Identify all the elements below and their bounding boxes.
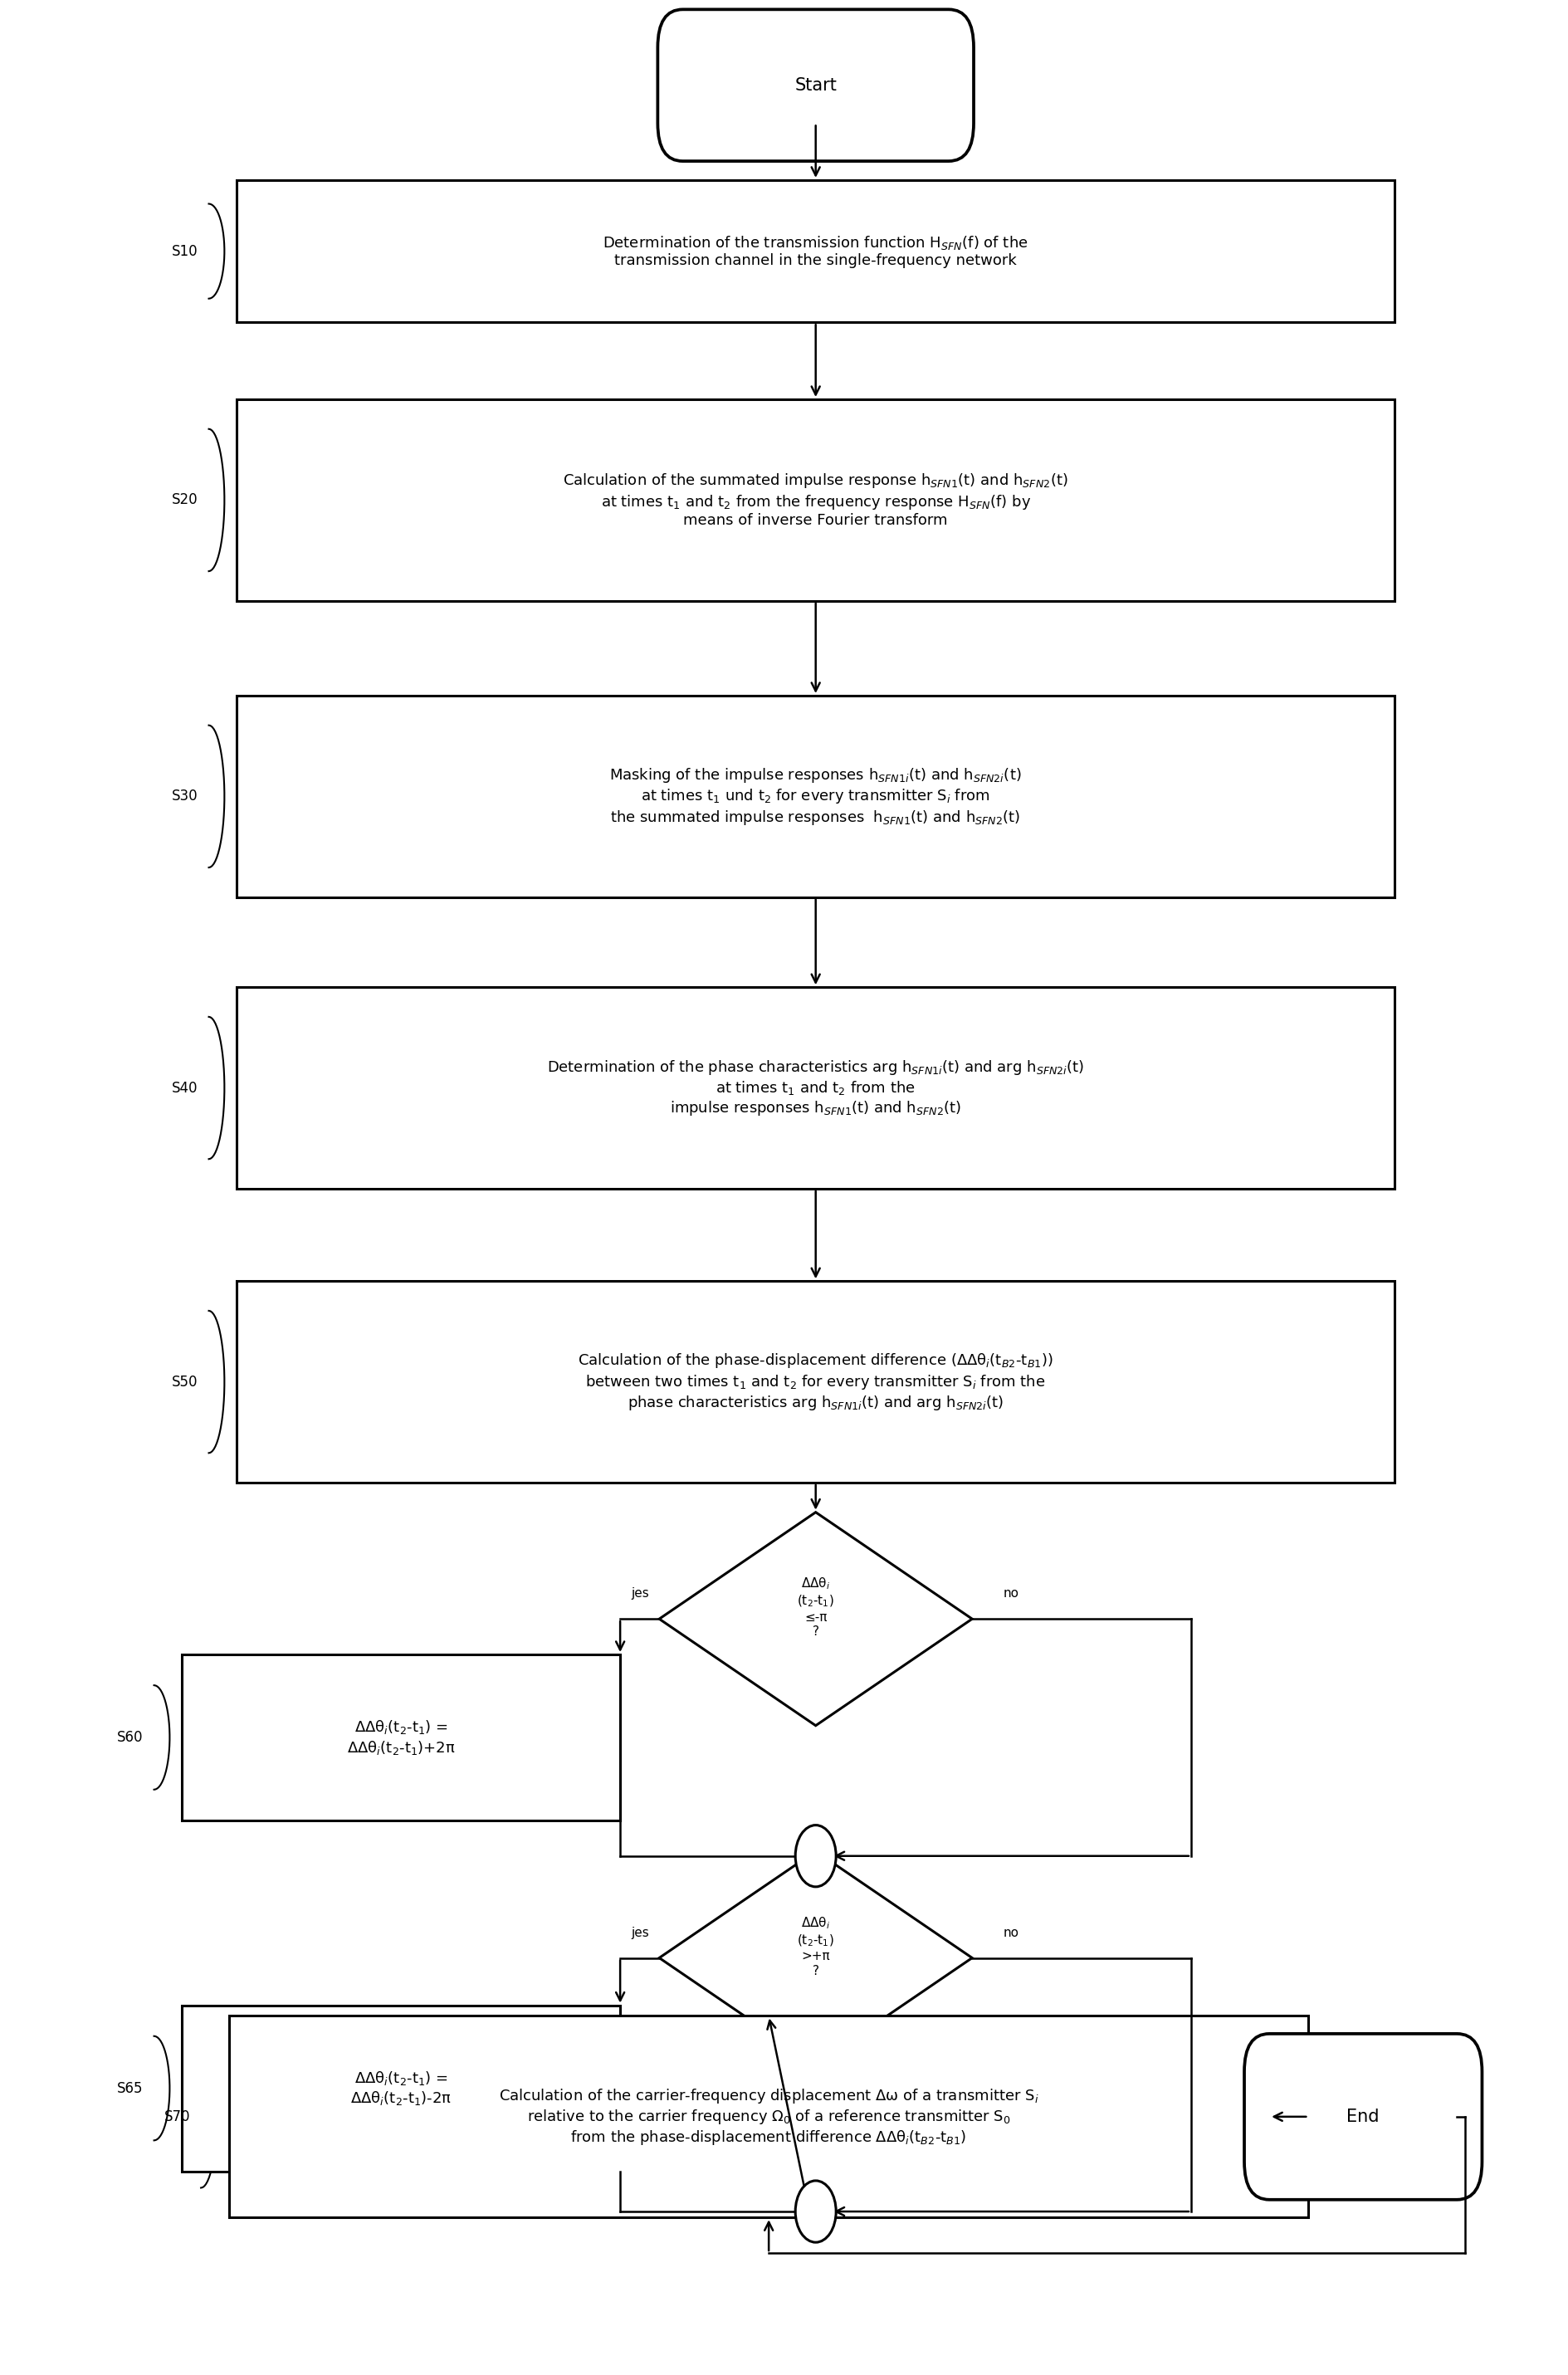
Text: no: no [1004,1586,1019,1601]
FancyBboxPatch shape [1243,2033,1482,2199]
Bar [237,988,1394,1188]
Text: S60: S60 [118,1729,143,1746]
Text: S20: S20 [171,492,198,508]
Text: jes: jes [630,1586,649,1601]
Text: Calculation of the carrier-frequency displacement Δω of a transmitter S$_i$
rela: Calculation of the carrier-frequency dis… [499,2088,1038,2147]
Bar [237,696,1394,898]
Text: S30: S30 [171,788,198,803]
Text: S10: S10 [171,245,198,259]
Text: S70: S70 [163,2109,190,2123]
Text: jes: jes [630,1926,649,1938]
Bar [237,399,1394,601]
Text: ΔΔθ$_i$
(t$_2$-t$_1$)
>+π
?: ΔΔθ$_i$ (t$_2$-t$_1$) >+π ? [797,1914,834,1976]
Text: ΔΔθ$_i$
(t$_2$-t$_1$)
≤-π
?: ΔΔθ$_i$ (t$_2$-t$_1$) ≤-π ? [797,1577,834,1639]
FancyBboxPatch shape [657,10,974,162]
Text: ΔΔθ$_i$(t$_2$-t$_1$) =
ΔΔθ$_i$(t$_2$-t$_1$)-2π: ΔΔθ$_i$(t$_2$-t$_1$) = ΔΔθ$_i$(t$_2$-t$_… [350,2069,452,2107]
Text: End: End [1345,2109,1378,2126]
Text: Calculation of the phase-displacement difference (ΔΔθ$_i$(t$_{B2}$-t$_{B1}$))
be: Calculation of the phase-displacement di… [577,1351,1052,1411]
Text: Calculation of the summated impulse response h$_{SFN1}$(t) and h$_{SFN2}$(t)
at : Calculation of the summated impulse resp… [563,473,1068,527]
Text: S40: S40 [171,1081,198,1095]
Bar [182,1655,619,1819]
Bar [237,1280,1394,1482]
Polygon shape [659,1513,972,1727]
Text: S65: S65 [118,2080,143,2095]
Text: Determination of the transmission function H$_{SFN}$(f) of the
transmission chan: Determination of the transmission functi… [602,233,1029,268]
Bar [229,2016,1308,2218]
Text: S50: S50 [171,1375,198,1389]
Text: Masking of the impulse responses h$_{SFN1i}$(t) and h$_{SFN2i}$(t)
at times t$_1: Masking of the impulse responses h$_{SFN… [610,767,1021,826]
Text: Determination of the phase characteristics arg h$_{SFN1i}$(t) and arg h$_{SFN2i}: Determination of the phase characteristi… [547,1059,1083,1119]
Bar [237,180,1394,323]
Circle shape [795,1824,836,1886]
Polygon shape [659,1850,972,2064]
Text: Start: Start [793,76,836,93]
Text: no: no [1004,1926,1019,1938]
Text: ΔΔθ$_i$(t$_2$-t$_1$) =
ΔΔθ$_i$(t$_2$-t$_1$)+2π: ΔΔθ$_i$(t$_2$-t$_1$) = ΔΔθ$_i$(t$_2$-t$_… [347,1720,455,1755]
Bar [182,2004,619,2171]
Circle shape [795,2180,836,2242]
